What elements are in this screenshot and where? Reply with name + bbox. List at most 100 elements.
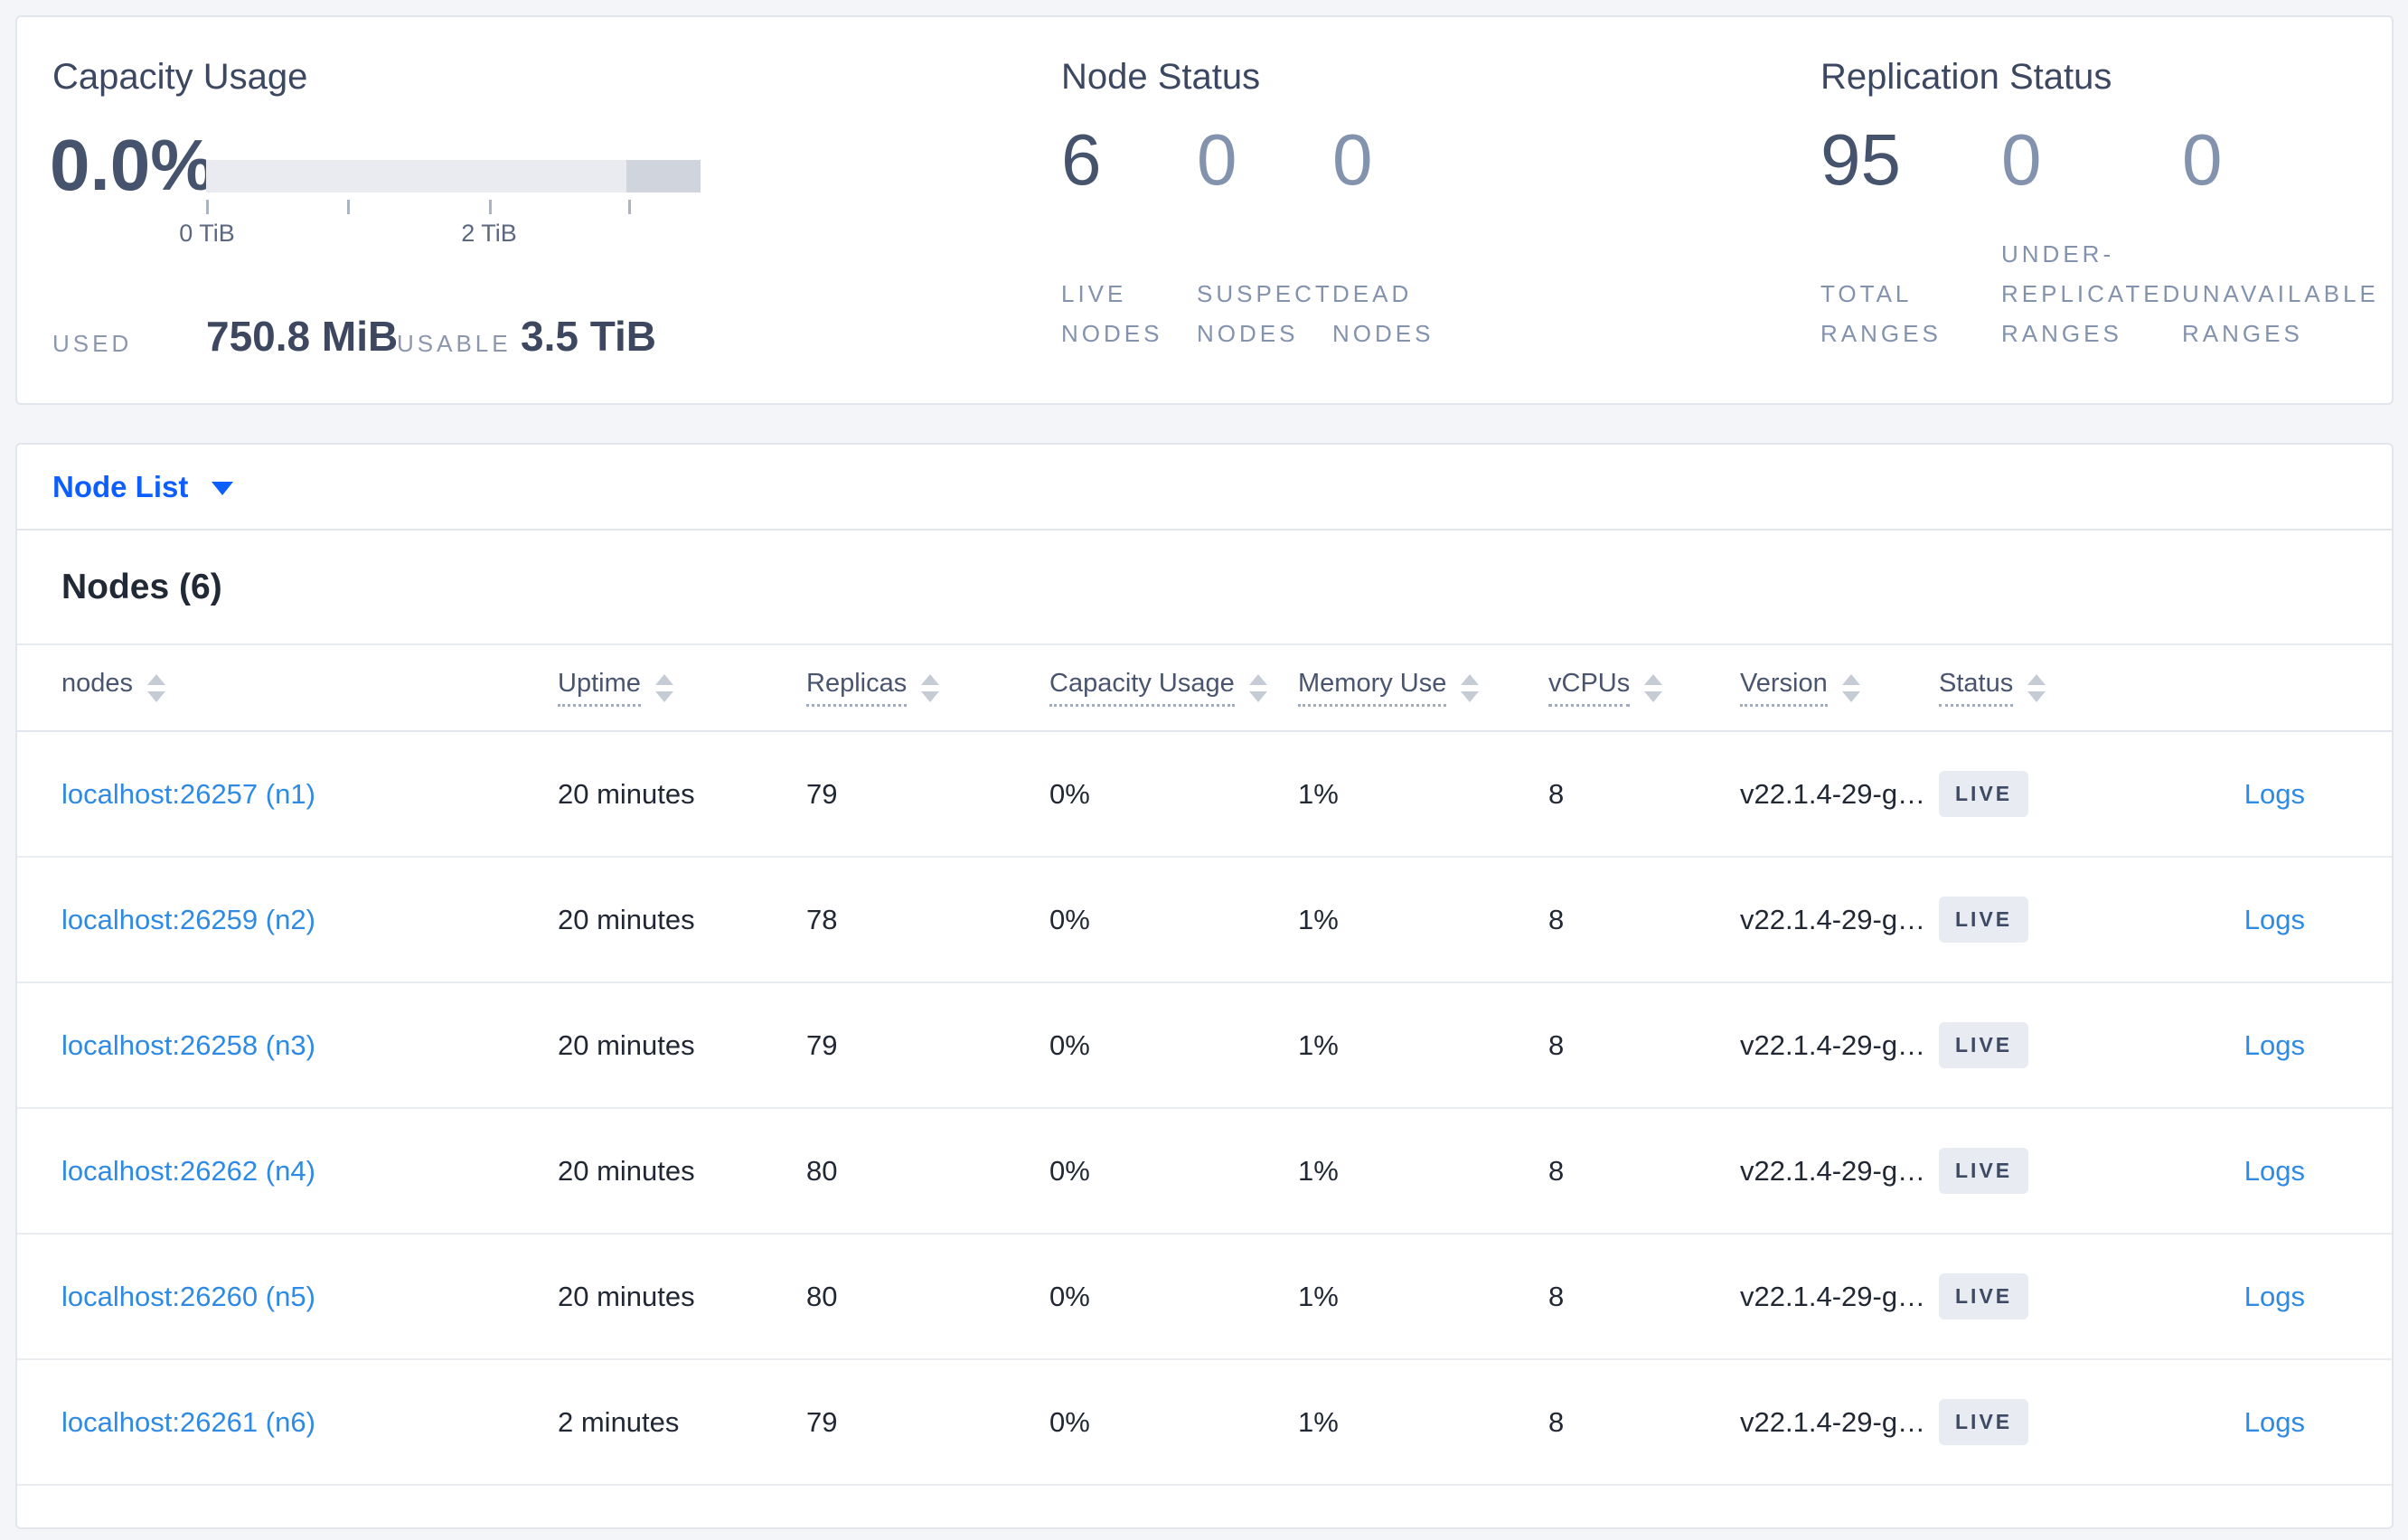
unavailable-ranges-label: UNAVAILABLE RANGES: [2182, 280, 2379, 347]
memory-use-cell: 1%: [1298, 857, 1548, 983]
suspect-nodes-count: 0: [1197, 119, 1237, 200]
uptime-cell: 20 minutes: [558, 857, 806, 983]
node-link[interactable]: localhost:26260 (n5): [61, 1280, 315, 1312]
memory-use-cell: 1%: [1298, 982, 1548, 1109]
column-header-vcpus[interactable]: vCPUs: [1548, 645, 1740, 732]
replicas-cell: 79: [806, 731, 1049, 858]
under-replicated-ranges-label: UNDER-REPLICATED RANGES: [2001, 240, 2184, 347]
node-link[interactable]: localhost:26261 (n6): [61, 1405, 315, 1438]
column-header-uptime[interactable]: Uptime: [558, 645, 806, 732]
column-header-status[interactable]: Status: [1939, 645, 2147, 732]
capacity-usage-cell: 0%: [1049, 1234, 1298, 1360]
status-badge: LIVE: [1939, 1399, 2029, 1445]
memory-use-cell: 1%: [1298, 1359, 1548, 1486]
nodes-table-panel: Nodes (6) nodes Uptime: [15, 529, 2394, 1529]
replicas-cell: 79: [806, 1359, 1049, 1486]
column-header-memory-use[interactable]: Memory Use: [1298, 645, 1548, 732]
nodes-table: nodes Uptime Replicas Capacity Usage: [17, 645, 2392, 1486]
table-row: localhost:26258 (n3) 20 minutes 79 0% 1%…: [17, 982, 2392, 1109]
sort-icon: [1644, 673, 1663, 702]
table-row: localhost:26262 (n4) 20 minutes 80 0% 1%…: [17, 1108, 2392, 1235]
chevron-down-icon: [212, 482, 234, 495]
replicas-cell: 78: [806, 857, 1049, 983]
unavailable-ranges-count: 0: [2182, 119, 2223, 200]
node-list-dropdown-label: Node List: [52, 469, 189, 503]
view-selector-bar: Node List: [15, 443, 2394, 529]
nodes-table-title: Nodes (6): [17, 531, 2392, 645]
tick-label-2: 2 TiB: [461, 220, 517, 247]
vcpus-cell: 8: [1548, 731, 1740, 858]
capacity-usage-title: Capacity Usage: [52, 57, 308, 97]
vcpus-cell: 8: [1548, 1234, 1740, 1360]
capacity-usage-cell: 0%: [1049, 1108, 1298, 1235]
version-cell: v22.1.4-29-g…: [1740, 1234, 1939, 1360]
node-link[interactable]: localhost:26258 (n3): [61, 1028, 315, 1061]
uptime-cell: 20 minutes: [558, 731, 806, 858]
tick-mark: [489, 200, 492, 214]
total-ranges-count: 95: [1820, 119, 1901, 200]
column-header-replicas[interactable]: Replicas: [806, 645, 1049, 732]
node-link[interactable]: localhost:26262 (n4): [61, 1154, 315, 1187]
suspect-nodes-label: SUSPECT NODES: [1197, 280, 1333, 347]
logs-link[interactable]: Logs: [2243, 1405, 2305, 1438]
vcpus-cell: 8: [1548, 1359, 1740, 1486]
logs-link[interactable]: Logs: [2243, 777, 2305, 810]
node-link[interactable]: localhost:26257 (n1): [61, 777, 315, 810]
cluster-summary-card: Capacity Usage 0.0% 0 TiB 2 TiB USED 750…: [15, 15, 2394, 405]
sort-icon: [1461, 673, 1480, 702]
version-cell: v22.1.4-29-g…: [1740, 857, 1939, 983]
node-link[interactable]: localhost:26259 (n2): [61, 903, 315, 935]
logs-link[interactable]: Logs: [2243, 1154, 2305, 1187]
sort-icon: [654, 673, 673, 702]
status-badge: LIVE: [1939, 1273, 2029, 1319]
dead-nodes-count: 0: [1332, 119, 1373, 200]
version-cell: v22.1.4-29-g…: [1740, 1359, 1939, 1486]
node-status-title: Node Status: [1061, 57, 1261, 97]
replicas-cell: 80: [806, 1234, 1049, 1360]
table-row: localhost:26257 (n1) 20 minutes 79 0% 1%…: [17, 731, 2392, 858]
table-header-row: nodes Uptime Replicas Capacity Usage: [17, 645, 2392, 732]
status-badge: LIVE: [1939, 1022, 2029, 1068]
tick-label-0: 0 TiB: [179, 220, 235, 247]
column-header-version[interactable]: Version: [1740, 645, 1939, 732]
status-badge: LIVE: [1939, 897, 2029, 943]
column-header-nodes[interactable]: nodes: [17, 645, 558, 732]
uptime-cell: 20 minutes: [558, 1108, 806, 1235]
column-header-logs: [2147, 645, 2392, 732]
status-badge: LIVE: [1939, 1148, 2029, 1194]
replication-status-title: Replication Status: [1820, 57, 2112, 97]
dead-nodes-label: DEAD NODES: [1332, 280, 1434, 347]
logs-link[interactable]: Logs: [2243, 903, 2305, 935]
table-row: localhost:26260 (n5) 20 minutes 80 0% 1%…: [17, 1234, 2392, 1360]
version-cell: v22.1.4-29-g…: [1740, 1108, 1939, 1235]
tick-mark: [628, 200, 631, 214]
sort-icon: [1248, 673, 1267, 702]
replicas-cell: 79: [806, 982, 1049, 1109]
vcpus-cell: 8: [1548, 1108, 1740, 1235]
sort-icon: [2027, 673, 2046, 702]
node-list-dropdown[interactable]: Node List: [52, 469, 234, 504]
sort-icon: [921, 673, 940, 702]
uptime-cell: 20 minutes: [558, 1234, 806, 1360]
capacity-usage-cell: 0%: [1049, 1359, 1298, 1486]
sort-icon: [1841, 673, 1860, 702]
table-row: localhost:26259 (n2) 20 minutes 78 0% 1%…: [17, 857, 2392, 983]
usable-label: USABLE: [397, 330, 512, 357]
logs-link[interactable]: Logs: [2243, 1028, 2305, 1061]
under-replicated-ranges-count: 0: [2001, 119, 2042, 200]
total-ranges-label: TOTAL RANGES: [1820, 280, 1942, 347]
live-nodes-count: 6: [1061, 119, 1102, 200]
used-value: 750.8 MiB: [206, 313, 399, 360]
tick-mark: [206, 200, 209, 214]
logs-link[interactable]: Logs: [2243, 1280, 2305, 1312]
used-label: USED: [52, 330, 133, 357]
live-nodes-label: LIVE NODES: [1061, 280, 1163, 347]
capacity-used-percent: 0.0%: [50, 125, 215, 205]
capacity-usage-cell: 0%: [1049, 731, 1298, 858]
table-row: localhost:26261 (n6) 2 minutes 79 0% 1% …: [17, 1359, 2392, 1486]
column-header-capacity-usage[interactable]: Capacity Usage: [1049, 645, 1298, 732]
version-cell: v22.1.4-29-g…: [1740, 982, 1939, 1109]
version-cell: v22.1.4-29-g…: [1740, 731, 1939, 858]
memory-use-cell: 1%: [1298, 1234, 1548, 1360]
